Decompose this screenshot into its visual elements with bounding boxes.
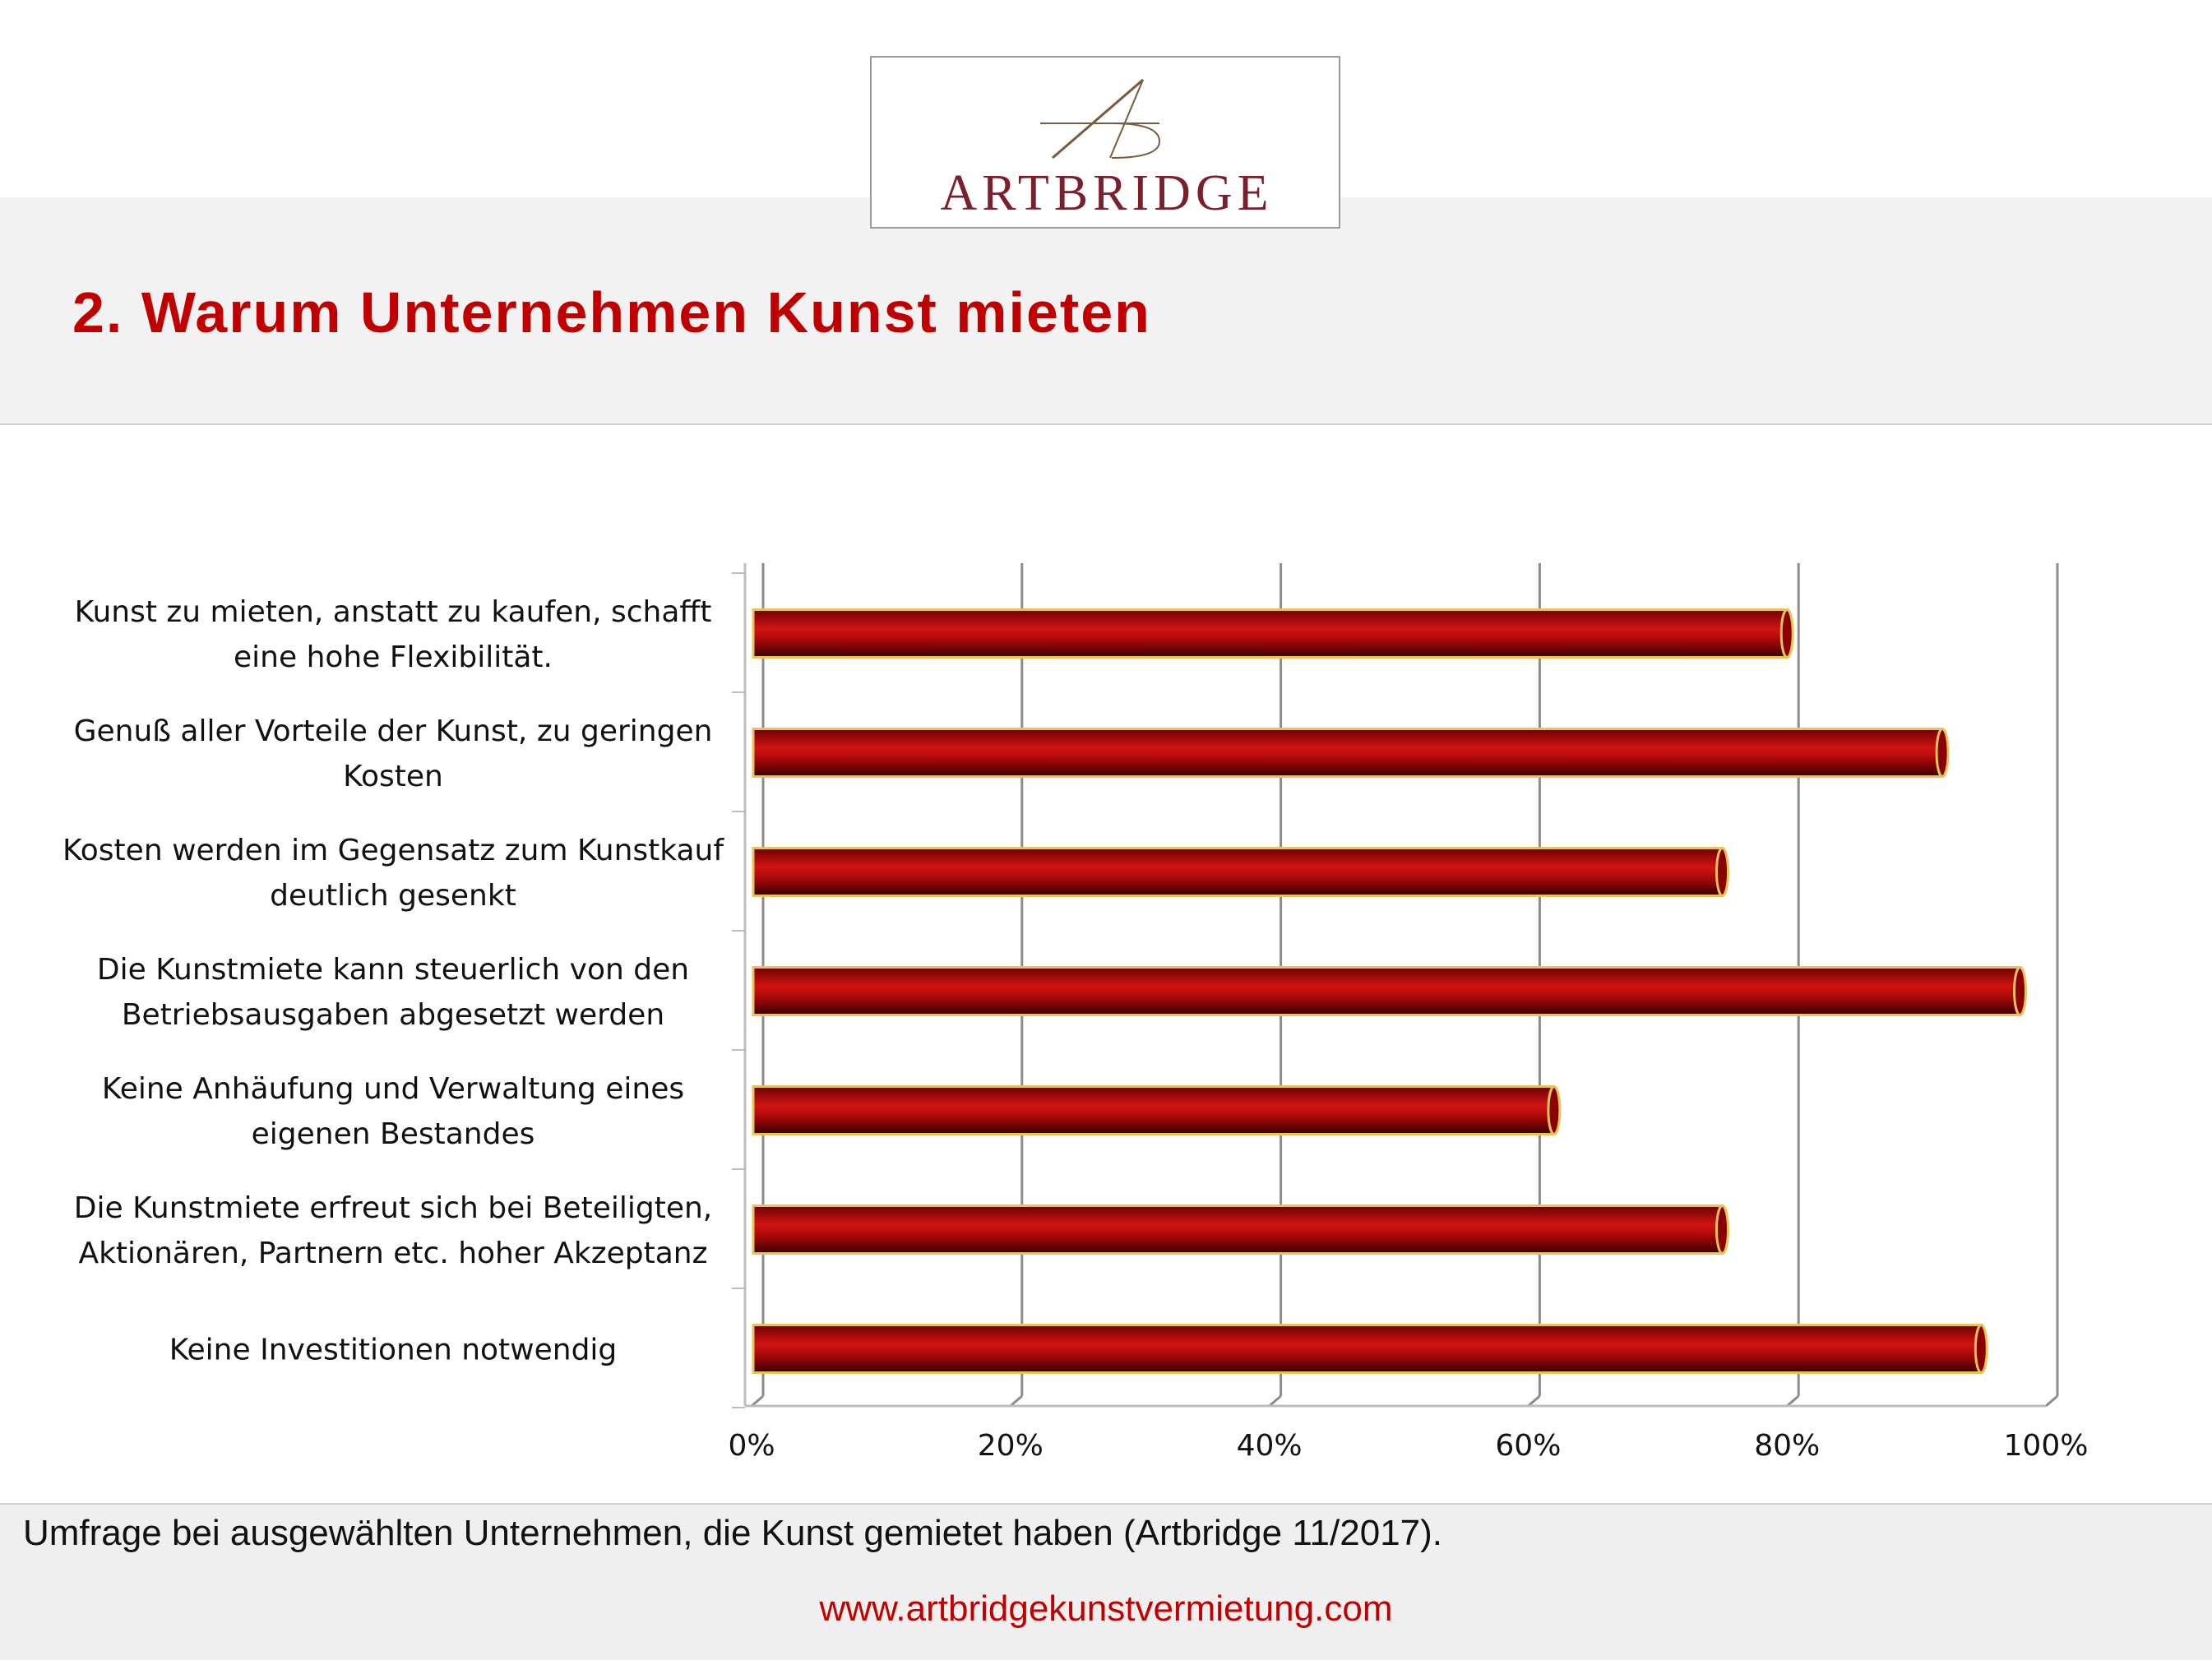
bar-chart: Kunst zu mieten, anstatt zu kaufen, scha… [62,563,2088,1463]
bar-end-cap [1715,1205,1729,1255]
x-tick-labels: 0% 20% 40% 60% 80% 100% [728,1429,2088,1463]
header-band [0,197,2212,425]
bar [752,608,1789,659]
gridline-floor [1786,1394,1800,1408]
x-tick-label: 60% [1495,1429,1561,1463]
gridline-floor [1527,1394,1541,1408]
bar [752,1085,1556,1135]
category-label: Die Kunstmiete erfreut sich bei Beteilig… [74,1191,712,1270]
gridline-floor [751,1394,764,1408]
logo: ARTBRIDGE [870,56,1340,229]
category-label: Die Kunstmiete kann steuerlich von den Be… [97,953,689,1032]
gridline-floor [1268,1394,1282,1408]
bar-end-cap [1779,608,1794,659]
category-label: Keine Anhäufung und Verwaltung eines eige… [102,1072,684,1151]
artbridge-logo-mark-icon [1040,78,1161,160]
bar [752,1205,1724,1255]
survey-note: Umfrage bei ausgewählten Unternehmen, di… [23,1513,1443,1553]
x-tick-label: 40% [1237,1429,1303,1463]
website-link[interactable]: www.artbridgekunstvermietung.com [819,1588,1393,1629]
bar [752,966,2022,1016]
bar-end-cap [1547,1085,1562,1135]
category-label: Keine Investitionen notwendig [169,1334,618,1367]
x-tick-label: 80% [1754,1429,1820,1463]
category-labels: Kunst zu mieten, anstatt zu kaufen, scha… [62,595,724,1367]
gridline-floor [2045,1394,2058,1408]
bars [752,608,2028,1374]
bar-end-cap [1935,728,1950,778]
bar-end-cap [2013,966,2028,1016]
category-label: Genuß aller Vorteile der Kunst, zu gerin… [74,714,713,793]
bar-end-cap [1715,847,1729,897]
footer-band [0,1503,2212,1660]
category-label: Kunst zu mieten, anstatt zu kaufen, scha… [75,595,712,674]
bar [752,847,1724,897]
x-tick-label: 100% [2004,1429,2089,1463]
x-tick-label: 20% [978,1429,1044,1463]
axes [732,563,2046,1408]
bar [752,728,1944,778]
page-title: 2. Warum Unternehmen Kunst mieten [72,280,1151,344]
logo-text: ARTBRIDGE [940,165,1274,221]
category-label: Kosten werden im Gegensatz zum Kunstkauf… [62,834,724,913]
x-tick-label: 0% [728,1429,775,1463]
bar-end-cap [1974,1324,1988,1374]
gridline-floor [1009,1394,1023,1408]
bar [752,1324,1983,1374]
